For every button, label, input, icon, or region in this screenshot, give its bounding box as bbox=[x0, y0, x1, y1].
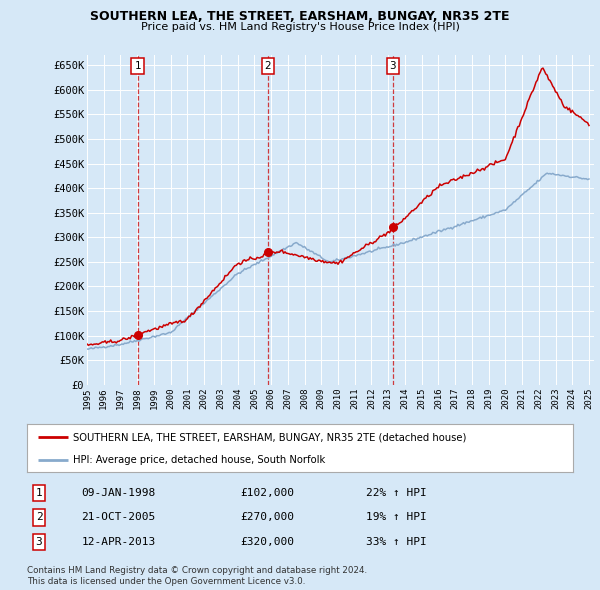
Text: Price paid vs. HM Land Registry's House Price Index (HPI): Price paid vs. HM Land Registry's House … bbox=[140, 22, 460, 32]
Text: 1: 1 bbox=[134, 61, 141, 71]
Text: 22% ↑ HPI: 22% ↑ HPI bbox=[365, 488, 426, 498]
Text: SOUTHERN LEA, THE STREET, EARSHAM, BUNGAY, NR35 2TE: SOUTHERN LEA, THE STREET, EARSHAM, BUNGA… bbox=[90, 10, 510, 23]
Text: 12-APR-2013: 12-APR-2013 bbox=[82, 537, 156, 547]
Text: 21-OCT-2005: 21-OCT-2005 bbox=[82, 513, 156, 522]
Text: 2: 2 bbox=[35, 513, 43, 522]
Text: HPI: Average price, detached house, South Norfolk: HPI: Average price, detached house, Sout… bbox=[73, 455, 326, 465]
Text: 1: 1 bbox=[35, 488, 43, 498]
Text: 09-JAN-1998: 09-JAN-1998 bbox=[82, 488, 156, 498]
Text: This data is licensed under the Open Government Licence v3.0.: This data is licensed under the Open Gov… bbox=[27, 577, 305, 586]
Text: Contains HM Land Registry data © Crown copyright and database right 2024.: Contains HM Land Registry data © Crown c… bbox=[27, 566, 367, 575]
Text: 33% ↑ HPI: 33% ↑ HPI bbox=[365, 537, 426, 547]
Text: £270,000: £270,000 bbox=[240, 513, 294, 522]
Text: £102,000: £102,000 bbox=[240, 488, 294, 498]
Text: 2: 2 bbox=[265, 61, 271, 71]
Text: £320,000: £320,000 bbox=[240, 537, 294, 547]
Text: 3: 3 bbox=[389, 61, 396, 71]
Text: 19% ↑ HPI: 19% ↑ HPI bbox=[365, 513, 426, 522]
Text: SOUTHERN LEA, THE STREET, EARSHAM, BUNGAY, NR35 2TE (detached house): SOUTHERN LEA, THE STREET, EARSHAM, BUNGA… bbox=[73, 432, 467, 442]
Text: 3: 3 bbox=[35, 537, 43, 547]
